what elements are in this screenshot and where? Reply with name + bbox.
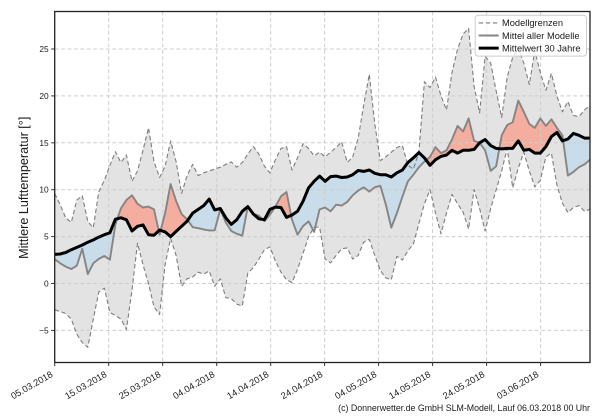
svg-text:10: 10 <box>39 185 49 195</box>
svg-text:Mittelwert 30 Jahre: Mittelwert 30 Jahre <box>502 43 581 53</box>
svg-text:20: 20 <box>39 91 49 101</box>
svg-text:(c) Donnerwetter.de GmbH SLM-M: (c) Donnerwetter.de GmbH SLM-Modell, Lau… <box>338 403 590 413</box>
svg-text:25: 25 <box>39 44 49 54</box>
svg-text:−5: −5 <box>39 325 49 335</box>
svg-text:Mittlere Lufttemperatur [°]: Mittlere Lufttemperatur [°] <box>17 117 31 259</box>
svg-text:Mittel aller Modelle: Mittel aller Modelle <box>502 31 580 41</box>
svg-text:15: 15 <box>39 138 49 148</box>
svg-text:Modellgrenzen: Modellgrenzen <box>502 18 563 28</box>
svg-text:0: 0 <box>44 279 49 289</box>
svg-text:5: 5 <box>44 232 49 242</box>
